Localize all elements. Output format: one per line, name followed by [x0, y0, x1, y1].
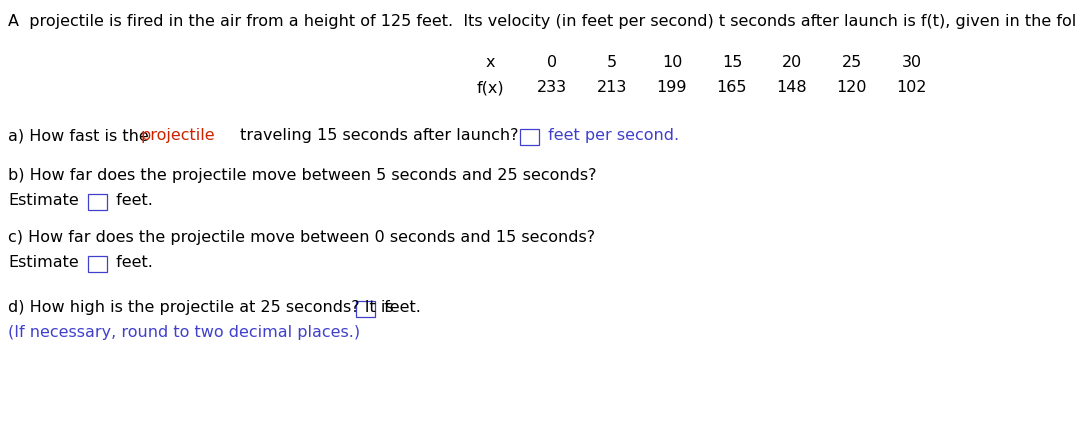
- Text: a) How fast is the: a) How fast is the: [8, 128, 154, 143]
- FancyBboxPatch shape: [88, 194, 107, 210]
- Text: traveling 15 seconds after launch?: traveling 15 seconds after launch?: [235, 128, 519, 143]
- Text: d) How high is the projectile at 25 seconds? It is: d) How high is the projectile at 25 seco…: [8, 300, 394, 315]
- Text: 120: 120: [837, 80, 867, 95]
- Text: b) How far does the projectile move between 5 seconds and 25 seconds?: b) How far does the projectile move betw…: [8, 168, 596, 183]
- Text: feet.: feet.: [111, 255, 153, 270]
- Text: feet.: feet.: [111, 193, 153, 208]
- Text: 0: 0: [547, 55, 557, 70]
- Text: 25: 25: [841, 55, 862, 70]
- Text: feet per second.: feet per second.: [543, 128, 679, 143]
- Text: c) How far does the projectile move between 0 seconds and 15 seconds?: c) How far does the projectile move betw…: [8, 230, 595, 245]
- Text: A  projectile is fired in the air from a height of 125 feet.  Its velocity (in f: A projectile is fired in the air from a …: [8, 14, 1076, 29]
- Text: 233: 233: [537, 80, 567, 95]
- Text: 10: 10: [662, 55, 682, 70]
- Text: 148: 148: [777, 80, 807, 95]
- Text: projectile: projectile: [141, 128, 215, 143]
- FancyBboxPatch shape: [356, 301, 376, 317]
- Text: 102: 102: [896, 80, 928, 95]
- FancyBboxPatch shape: [88, 256, 107, 272]
- Text: x: x: [485, 55, 495, 70]
- Text: Estimate: Estimate: [8, 255, 79, 270]
- Text: 30: 30: [902, 55, 922, 70]
- Text: 199: 199: [656, 80, 688, 95]
- Text: f(x): f(x): [477, 80, 504, 95]
- Text: 5: 5: [607, 55, 617, 70]
- Text: feet.: feet.: [379, 300, 421, 315]
- FancyBboxPatch shape: [520, 129, 539, 145]
- Text: 213: 213: [597, 80, 627, 95]
- Text: Estimate: Estimate: [8, 193, 79, 208]
- Text: 15: 15: [722, 55, 742, 70]
- Text: (If necessary, round to two decimal places.): (If necessary, round to two decimal plac…: [8, 325, 360, 340]
- Text: 165: 165: [717, 80, 747, 95]
- Text: 20: 20: [782, 55, 802, 70]
